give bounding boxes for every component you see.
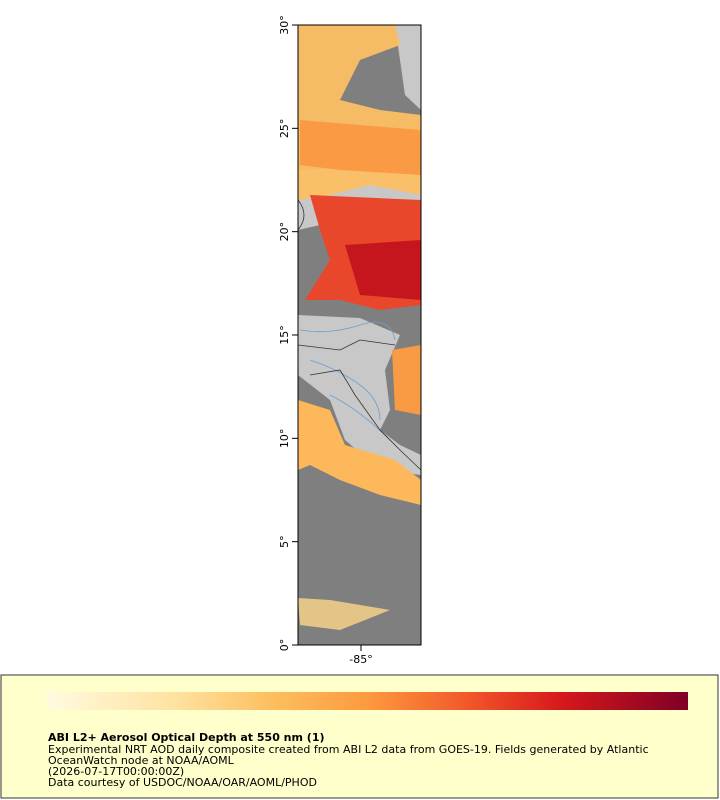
lat-tick-label: 30°: [278, 15, 291, 35]
lat-tick-label: 5°: [278, 535, 291, 548]
lat-tick-label: 10°: [278, 429, 291, 449]
legend-line: (2026-07-17T00:00:00Z): [48, 765, 184, 778]
lat-tick-label: 20°: [278, 222, 291, 242]
legend-line: OceanWatch node at NOAA/AOML: [48, 754, 235, 767]
map-image: [298, 25, 421, 645]
lat-tick-label: 25°: [278, 119, 291, 139]
lat-tick-label: 0°: [278, 639, 291, 652]
lat-tick-label: 15°: [278, 325, 291, 345]
legend-line: Data courtesy of USDOC/NOAA/OAR/AOML/PHO…: [48, 776, 317, 789]
colorbar: [47, 692, 688, 710]
legend-title: ABI L2+ Aerosol Optical Depth at 550 nm …: [48, 731, 325, 744]
lon-tick-label: -85°: [349, 653, 372, 666]
legend-line: Experimental NRT AOD daily composite cre…: [48, 743, 649, 756]
